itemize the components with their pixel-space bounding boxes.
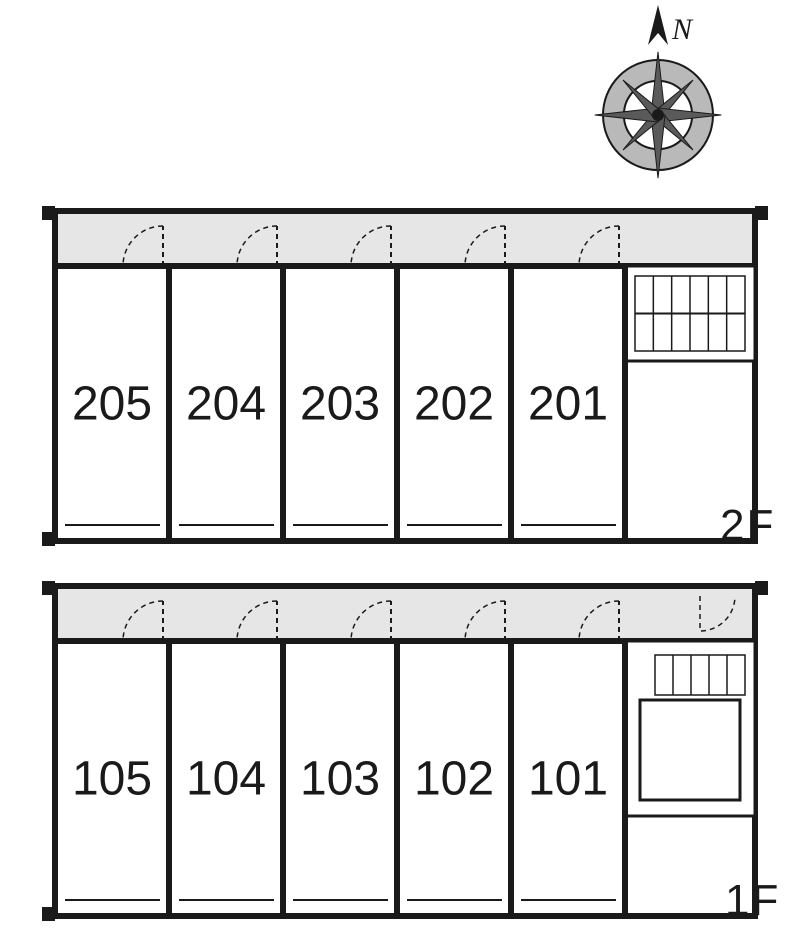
unit-label: 201 — [528, 378, 608, 431]
unit-label: 102 — [414, 753, 494, 806]
compass-icon: N — [595, 5, 722, 178]
floorplan-svg: N 205 204 203 202 201 105 104 103 102 101 — [0, 0, 800, 942]
unit-label: 101 — [528, 753, 608, 806]
unit-label: 204 — [186, 378, 266, 431]
unit-label: 203 — [300, 378, 380, 431]
floor-2F: 205 204 203 202 201 — [42, 206, 768, 546]
floor-label-1f: 1F — [725, 876, 780, 926]
north-arrow-icon — [648, 5, 668, 45]
unit-label: 205 — [72, 378, 152, 431]
compass-north-label: N — [671, 13, 694, 46]
unit-label: 202 — [414, 378, 494, 431]
unit-label: 103 — [300, 753, 380, 806]
floorplan-canvas: N 205 204 203 202 201 105 104 103 102 101 2F 1F — [0, 0, 800, 942]
floor-1F: 105 104 103 102 101 — [42, 581, 768, 921]
unit-label: 104 — [186, 753, 266, 806]
floor-label-2f: 2F — [720, 501, 775, 551]
unit-label: 105 — [72, 753, 152, 806]
